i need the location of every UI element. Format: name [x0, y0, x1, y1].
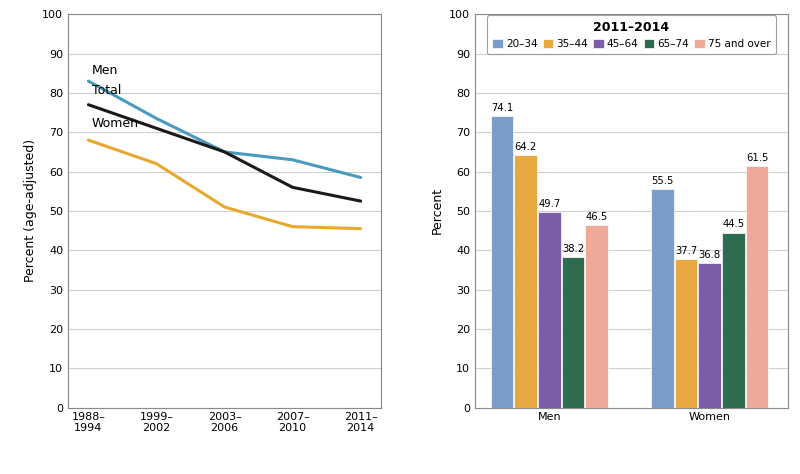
- Bar: [562, 257, 584, 408]
- Text: 61.5: 61.5: [746, 153, 768, 163]
- Bar: [586, 225, 608, 408]
- Text: 46.5: 46.5: [586, 211, 608, 221]
- Bar: [651, 189, 674, 408]
- Bar: [698, 263, 721, 408]
- Text: 44.5: 44.5: [722, 219, 745, 229]
- Text: 38.2: 38.2: [562, 244, 584, 254]
- Bar: [514, 155, 537, 408]
- Legend: 20–34, 35–44, 45–64, 65–74, 75 and over: 20–34, 35–44, 45–64, 65–74, 75 and over: [487, 16, 776, 54]
- Y-axis label: Percent (age-adjusted): Percent (age-adjusted): [23, 139, 37, 283]
- Bar: [674, 259, 698, 408]
- Bar: [746, 166, 768, 408]
- Text: Women: Women: [92, 117, 139, 130]
- Text: 36.8: 36.8: [698, 250, 721, 260]
- Text: 37.7: 37.7: [675, 246, 698, 256]
- Text: 64.2: 64.2: [514, 142, 537, 152]
- Text: Total: Total: [92, 84, 121, 97]
- Bar: [490, 116, 514, 408]
- Bar: [722, 233, 745, 408]
- Text: 55.5: 55.5: [651, 176, 674, 186]
- Y-axis label: Percent: Percent: [430, 187, 443, 235]
- Text: 49.7: 49.7: [538, 199, 561, 209]
- Text: 74.1: 74.1: [491, 103, 513, 113]
- Bar: [538, 212, 561, 408]
- Text: Men: Men: [92, 64, 118, 77]
